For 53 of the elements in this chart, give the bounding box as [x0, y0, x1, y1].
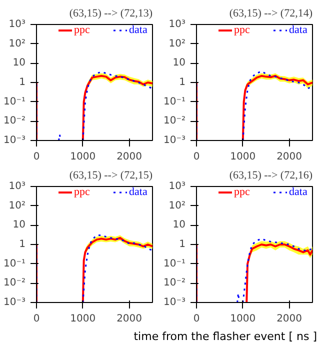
legend-label: data — [129, 186, 148, 198]
x-tick-label: 0 — [193, 152, 200, 162]
x-tick-label: 1000 — [230, 314, 256, 324]
legend-label: data — [289, 24, 308, 36]
y-tick-label: 10⁻³ — [163, 135, 186, 146]
x-tick-label: 2000 — [116, 152, 142, 162]
y-tick-label: 10 — [172, 220, 186, 231]
y-tick-label: 10⁻¹ — [163, 96, 186, 108]
x-tick-label: 0 — [33, 314, 40, 324]
chart-title: (63,15) --> (72,13) — [69, 8, 153, 20]
text: ppc — [234, 186, 251, 198]
y-tick-label: 10⁻² — [3, 278, 26, 289]
y-tick-label: 10² — [8, 200, 26, 212]
chart-title: (63,15) --> (72,14) — [229, 8, 313, 20]
y-tick-label: 10⁻³ — [3, 135, 26, 146]
y-tick-label: 10⁻¹ — [3, 96, 26, 108]
legend-label: data — [289, 186, 308, 198]
x-tick-label: 1000 — [70, 152, 96, 162]
x-tick-label: 2000 — [116, 314, 142, 324]
y-tick-label: 1 — [179, 239, 186, 250]
y-tick-label: 10³ — [8, 19, 26, 30]
y-tick-label: 10³ — [168, 19, 186, 30]
y-tick-label: 10 — [12, 58, 26, 69]
x-tick-label: 2000 — [276, 314, 302, 324]
x-tick-label: 0 — [33, 152, 40, 162]
y-tick-label: 10³ — [168, 181, 186, 192]
y-tick-label: 10⁻³ — [163, 297, 186, 308]
chart-title: (63,15) --> (72,15) — [69, 170, 153, 182]
y-tick-label: 10⁻¹ — [163, 258, 186, 270]
chart-title: (63,15) --> (72,16) — [229, 170, 313, 182]
legend-label: ppc — [74, 186, 91, 198]
x-tick-label: 0 — [193, 314, 200, 324]
legend-label: ppc — [74, 24, 91, 36]
y-tick-label: 1 — [19, 77, 26, 88]
y-tick-label: 10⁻² — [3, 116, 26, 127]
y-tick-label: 10² — [168, 38, 186, 50]
y-tick-label: 1 — [19, 239, 26, 250]
y-tick-label: 10² — [168, 200, 186, 212]
y-tick-label: 10⁻¹ — [3, 258, 26, 270]
legend-label: data — [129, 24, 148, 36]
y-tick-label: 10⁻² — [163, 278, 186, 289]
x-tick-label: 1000 — [230, 152, 256, 162]
y-tick-label: 10⁻³ — [3, 297, 26, 308]
y-tick-label: 1 — [179, 77, 186, 88]
text: ppc — [234, 24, 251, 36]
y-tick-label: 10² — [8, 38, 26, 50]
y-tick-label: 10 — [12, 220, 26, 231]
y-tick-label: 10⁻² — [163, 116, 186, 127]
x-tick-label: 2000 — [276, 152, 302, 162]
x-tick-label: 1000 — [70, 314, 96, 324]
y-tick-label: 10³ — [8, 181, 26, 192]
x-axis-title: time from the flasher event [ ns ] — [134, 329, 317, 345]
y-tick-label: 10 — [172, 58, 186, 69]
